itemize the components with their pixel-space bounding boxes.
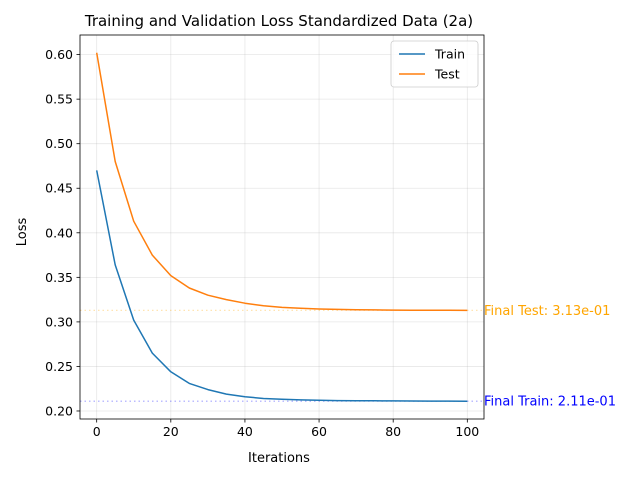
- y-tick-label: 0.20: [45, 403, 73, 418]
- y-tick-label: 0.45: [45, 181, 73, 196]
- x-tick-label: 40: [237, 424, 253, 439]
- x-tick-label: 60: [311, 424, 327, 439]
- chart-title: Training and Validation Loss Standardize…: [84, 12, 473, 30]
- x-axis-ticks: 0 20 40 60 80 100: [93, 419, 479, 439]
- x-axis-label: Iterations: [248, 451, 310, 466]
- final-value-annotation: Final Test: 3.13e-01: [484, 304, 610, 319]
- x-tick-label: 100: [455, 424, 479, 439]
- x-tick-label: 80: [385, 424, 401, 439]
- x-tick-label: 20: [163, 424, 179, 439]
- y-tick-label: 0.55: [45, 92, 73, 107]
- legend: Train Test: [390, 40, 479, 88]
- plot-area-frame: [79, 34, 485, 420]
- legend-label-train: Train: [434, 47, 465, 62]
- y-tick-label: 0.50: [45, 136, 73, 151]
- final-value-annotation: Final Train: 2.11e-01: [484, 395, 616, 410]
- y-tick-label: 0.40: [45, 225, 73, 240]
- y-tick-label: 0.30: [45, 314, 73, 329]
- series-lines: [95, 52, 468, 402]
- legend-label-test: Test: [434, 67, 460, 82]
- y-tick-label: 0.35: [45, 270, 73, 285]
- y-axis-ticks: 0.20 0.25 0.30 0.35 0.40 0.45 0.50 0.55 0.60: [45, 47, 80, 418]
- final-value-annotations: Final Test: 3.13e-01 Final Train: 2.11e-0…: [484, 304, 616, 410]
- y-tick-label: 0.25: [45, 359, 73, 374]
- x-tick-label: 0: [93, 424, 101, 439]
- grid-lines: [80, 35, 484, 419]
- series-line-test: [95, 52, 468, 312]
- y-axis-label: Loss: [15, 218, 30, 247]
- series-line-train: [95, 170, 468, 402]
- y-tick-label: 0.60: [45, 47, 73, 62]
- legend-box: [390, 40, 479, 88]
